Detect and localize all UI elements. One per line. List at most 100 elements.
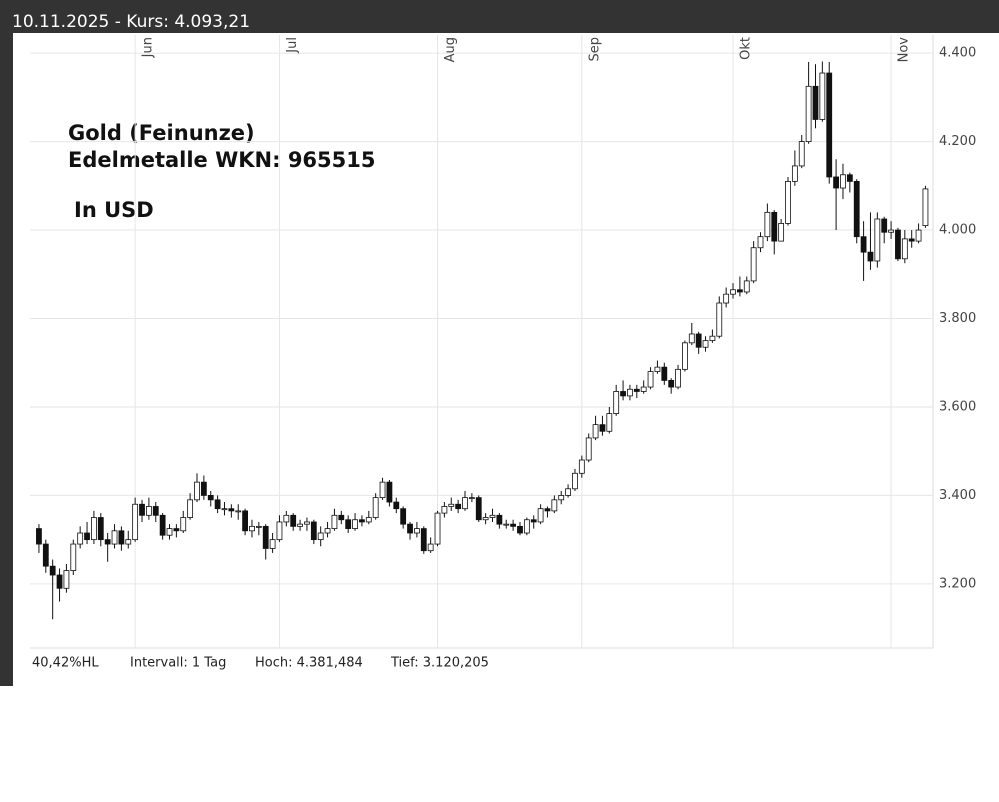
candle-body bbox=[297, 523, 303, 527]
candle-body bbox=[304, 521, 310, 525]
candle-body bbox=[125, 539, 132, 545]
footer-item: Tief: 3.120,205 bbox=[390, 656, 489, 671]
candle-body bbox=[682, 342, 688, 370]
candle-body bbox=[139, 503, 145, 516]
candle-body bbox=[386, 481, 393, 503]
candle-body bbox=[414, 528, 420, 534]
candle-body bbox=[283, 514, 290, 523]
candle-body bbox=[482, 517, 489, 521]
x-tick-label: Sep bbox=[587, 37, 602, 62]
candle-body bbox=[517, 525, 523, 534]
candle-body bbox=[675, 368, 681, 388]
candle-body bbox=[510, 523, 517, 527]
candle-body bbox=[372, 497, 379, 518]
candle-body bbox=[468, 497, 475, 500]
candle-body bbox=[654, 366, 661, 372]
candle-body bbox=[97, 517, 104, 541]
candle-body bbox=[262, 525, 269, 549]
candle-body bbox=[70, 543, 77, 572]
x-tick-label: Nov bbox=[897, 37, 912, 63]
candle-body bbox=[716, 302, 723, 337]
candle-body bbox=[798, 141, 805, 167]
candle-body bbox=[544, 508, 551, 512]
footer-item: Hoch: 4.381,484 bbox=[255, 656, 363, 671]
candle-body bbox=[833, 176, 840, 189]
y-tick-label: 3.800 bbox=[939, 311, 976, 326]
candle-body bbox=[819, 72, 826, 120]
x-tick-label: Aug bbox=[443, 37, 458, 62]
candle-body bbox=[36, 528, 42, 545]
candle-body bbox=[324, 528, 331, 534]
candle-body bbox=[77, 532, 84, 545]
candle-body bbox=[771, 211, 778, 242]
candle-body bbox=[63, 570, 70, 589]
candle-body bbox=[448, 503, 455, 507]
candle-body bbox=[922, 188, 929, 227]
candle-body bbox=[523, 519, 530, 534]
candle-body bbox=[407, 523, 413, 534]
candle-body bbox=[400, 508, 407, 525]
candle-body bbox=[249, 525, 255, 532]
candle-body bbox=[874, 218, 881, 262]
candle-body bbox=[785, 180, 791, 224]
candle-body bbox=[338, 514, 345, 521]
y-tick-label: 3.400 bbox=[939, 488, 976, 503]
candle-body bbox=[393, 501, 400, 510]
candle-body bbox=[290, 514, 297, 527]
candle-body bbox=[888, 229, 894, 233]
candle-body bbox=[709, 335, 716, 342]
candle-body bbox=[585, 437, 592, 461]
candle-body bbox=[276, 521, 283, 541]
candle-body bbox=[118, 530, 125, 545]
candle-body bbox=[812, 85, 819, 120]
candle-body bbox=[91, 517, 97, 541]
candle-body bbox=[365, 517, 372, 523]
candle-body bbox=[846, 174, 853, 182]
candle-body bbox=[310, 521, 317, 541]
candle-body bbox=[702, 340, 709, 348]
candle-body bbox=[895, 229, 901, 260]
candle-body bbox=[331, 514, 338, 529]
candle-body bbox=[736, 289, 743, 293]
candle-body bbox=[434, 512, 441, 545]
candle-body bbox=[840, 174, 846, 189]
candle-body bbox=[427, 543, 434, 552]
candle-body bbox=[345, 519, 352, 529]
candle-body bbox=[152, 506, 159, 516]
candle-body bbox=[420, 528, 427, 552]
candle-body bbox=[475, 497, 482, 521]
candle-body bbox=[860, 236, 867, 253]
candle-body bbox=[489, 514, 496, 518]
candle-body bbox=[572, 472, 578, 490]
annotation: In USD bbox=[74, 198, 154, 222]
left-strip bbox=[0, 33, 13, 686]
annotation: Edelmetalle WKN: 965515 bbox=[68, 148, 376, 172]
candle-body bbox=[640, 386, 647, 392]
y-tick-label: 3.600 bbox=[939, 399, 976, 414]
candle-body bbox=[750, 247, 757, 282]
candle-body bbox=[379, 481, 386, 499]
header-bar bbox=[0, 0, 999, 33]
candle-body bbox=[620, 391, 626, 397]
candle-body bbox=[558, 495, 565, 501]
y-tick-label: 4.400 bbox=[939, 46, 976, 61]
candle-body bbox=[111, 530, 118, 545]
candle-body bbox=[743, 280, 750, 293]
candle-body bbox=[84, 532, 90, 541]
candle-body bbox=[867, 251, 874, 262]
candle-body bbox=[441, 506, 448, 514]
y-tick-label: 3.200 bbox=[939, 576, 976, 591]
candle-body bbox=[757, 236, 764, 249]
y-tick-label: 4.000 bbox=[939, 223, 976, 238]
candle-body bbox=[805, 85, 812, 142]
candle-body bbox=[647, 371, 654, 388]
candle-body bbox=[173, 528, 180, 532]
candle-body bbox=[730, 289, 736, 295]
candle-body bbox=[221, 508, 228, 511]
header-title: 10.11.2025 - Kurs: 4.093,21 bbox=[12, 12, 250, 32]
candle-body bbox=[200, 481, 207, 496]
candle-body bbox=[42, 543, 49, 567]
candle-body bbox=[537, 508, 544, 523]
x-tick-label: Jul bbox=[285, 37, 300, 54]
